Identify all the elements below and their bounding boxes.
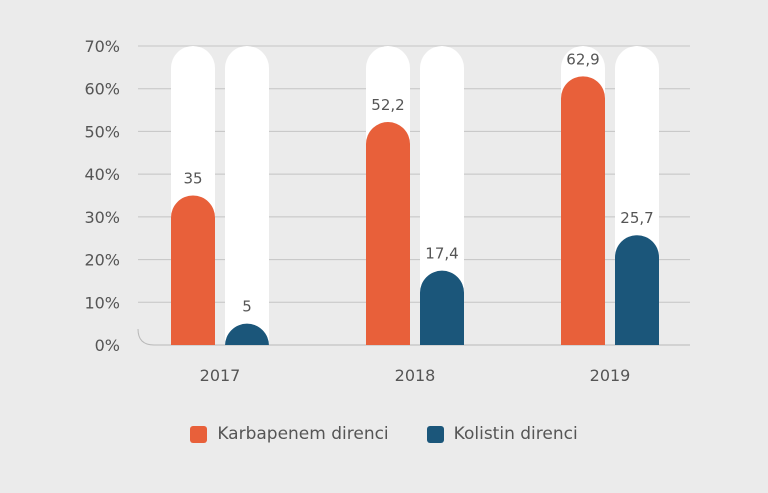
bar-track [225, 46, 269, 345]
x-axis-baseline [137, 328, 690, 346]
data-label: 17,4 [425, 245, 458, 263]
y-tick-label: 70% [84, 37, 120, 56]
data-label: 25,7 [620, 209, 653, 227]
bar-kolistin [615, 235, 659, 345]
data-label: 5 [242, 298, 252, 316]
bar-kolistin [225, 323, 269, 346]
legend: Karbapenem direnci Kolistin direnci [0, 424, 768, 444]
bar-chart-plot: 0% 10% 20% 30% 40% 50% 60% 70% 35 5 2017 52,2 17,4 20… [84, 37, 690, 385]
legend-item-karbapenem: Karbapenem direnci [190, 424, 389, 444]
legend-label-kolistin: Kolistin direnci [453, 424, 578, 444]
y-tick-label: 50% [84, 122, 120, 141]
bar-track [420, 46, 464, 345]
legend-swatch-karbapenem [190, 425, 208, 443]
x-tick-label: 2019 [590, 366, 631, 385]
legend-item-kolistin: Kolistin direnci [426, 424, 578, 444]
bar-karbapenem [561, 76, 605, 345]
y-tick-label: 20% [84, 251, 120, 270]
bar-karbapenem [171, 195, 215, 345]
y-tick-label: 0% [95, 336, 120, 355]
legend-label-karbapenem: Karbapenem direnci [217, 424, 389, 444]
y-tick-label: 10% [84, 293, 120, 312]
data-label: 52,2 [371, 96, 404, 114]
data-label: 62,9 [566, 50, 599, 68]
bar-karbapenem [366, 122, 410, 346]
y-tick-label: 60% [84, 80, 120, 99]
bar-kolistin [420, 270, 464, 345]
x-tick-label: 2017 [200, 366, 241, 385]
data-label: 35 [183, 170, 202, 188]
legend-swatch-kolistin [426, 425, 444, 443]
y-tick-label: 30% [84, 208, 120, 227]
y-tick-label: 40% [84, 165, 120, 184]
x-tick-label: 2018 [395, 366, 436, 385]
